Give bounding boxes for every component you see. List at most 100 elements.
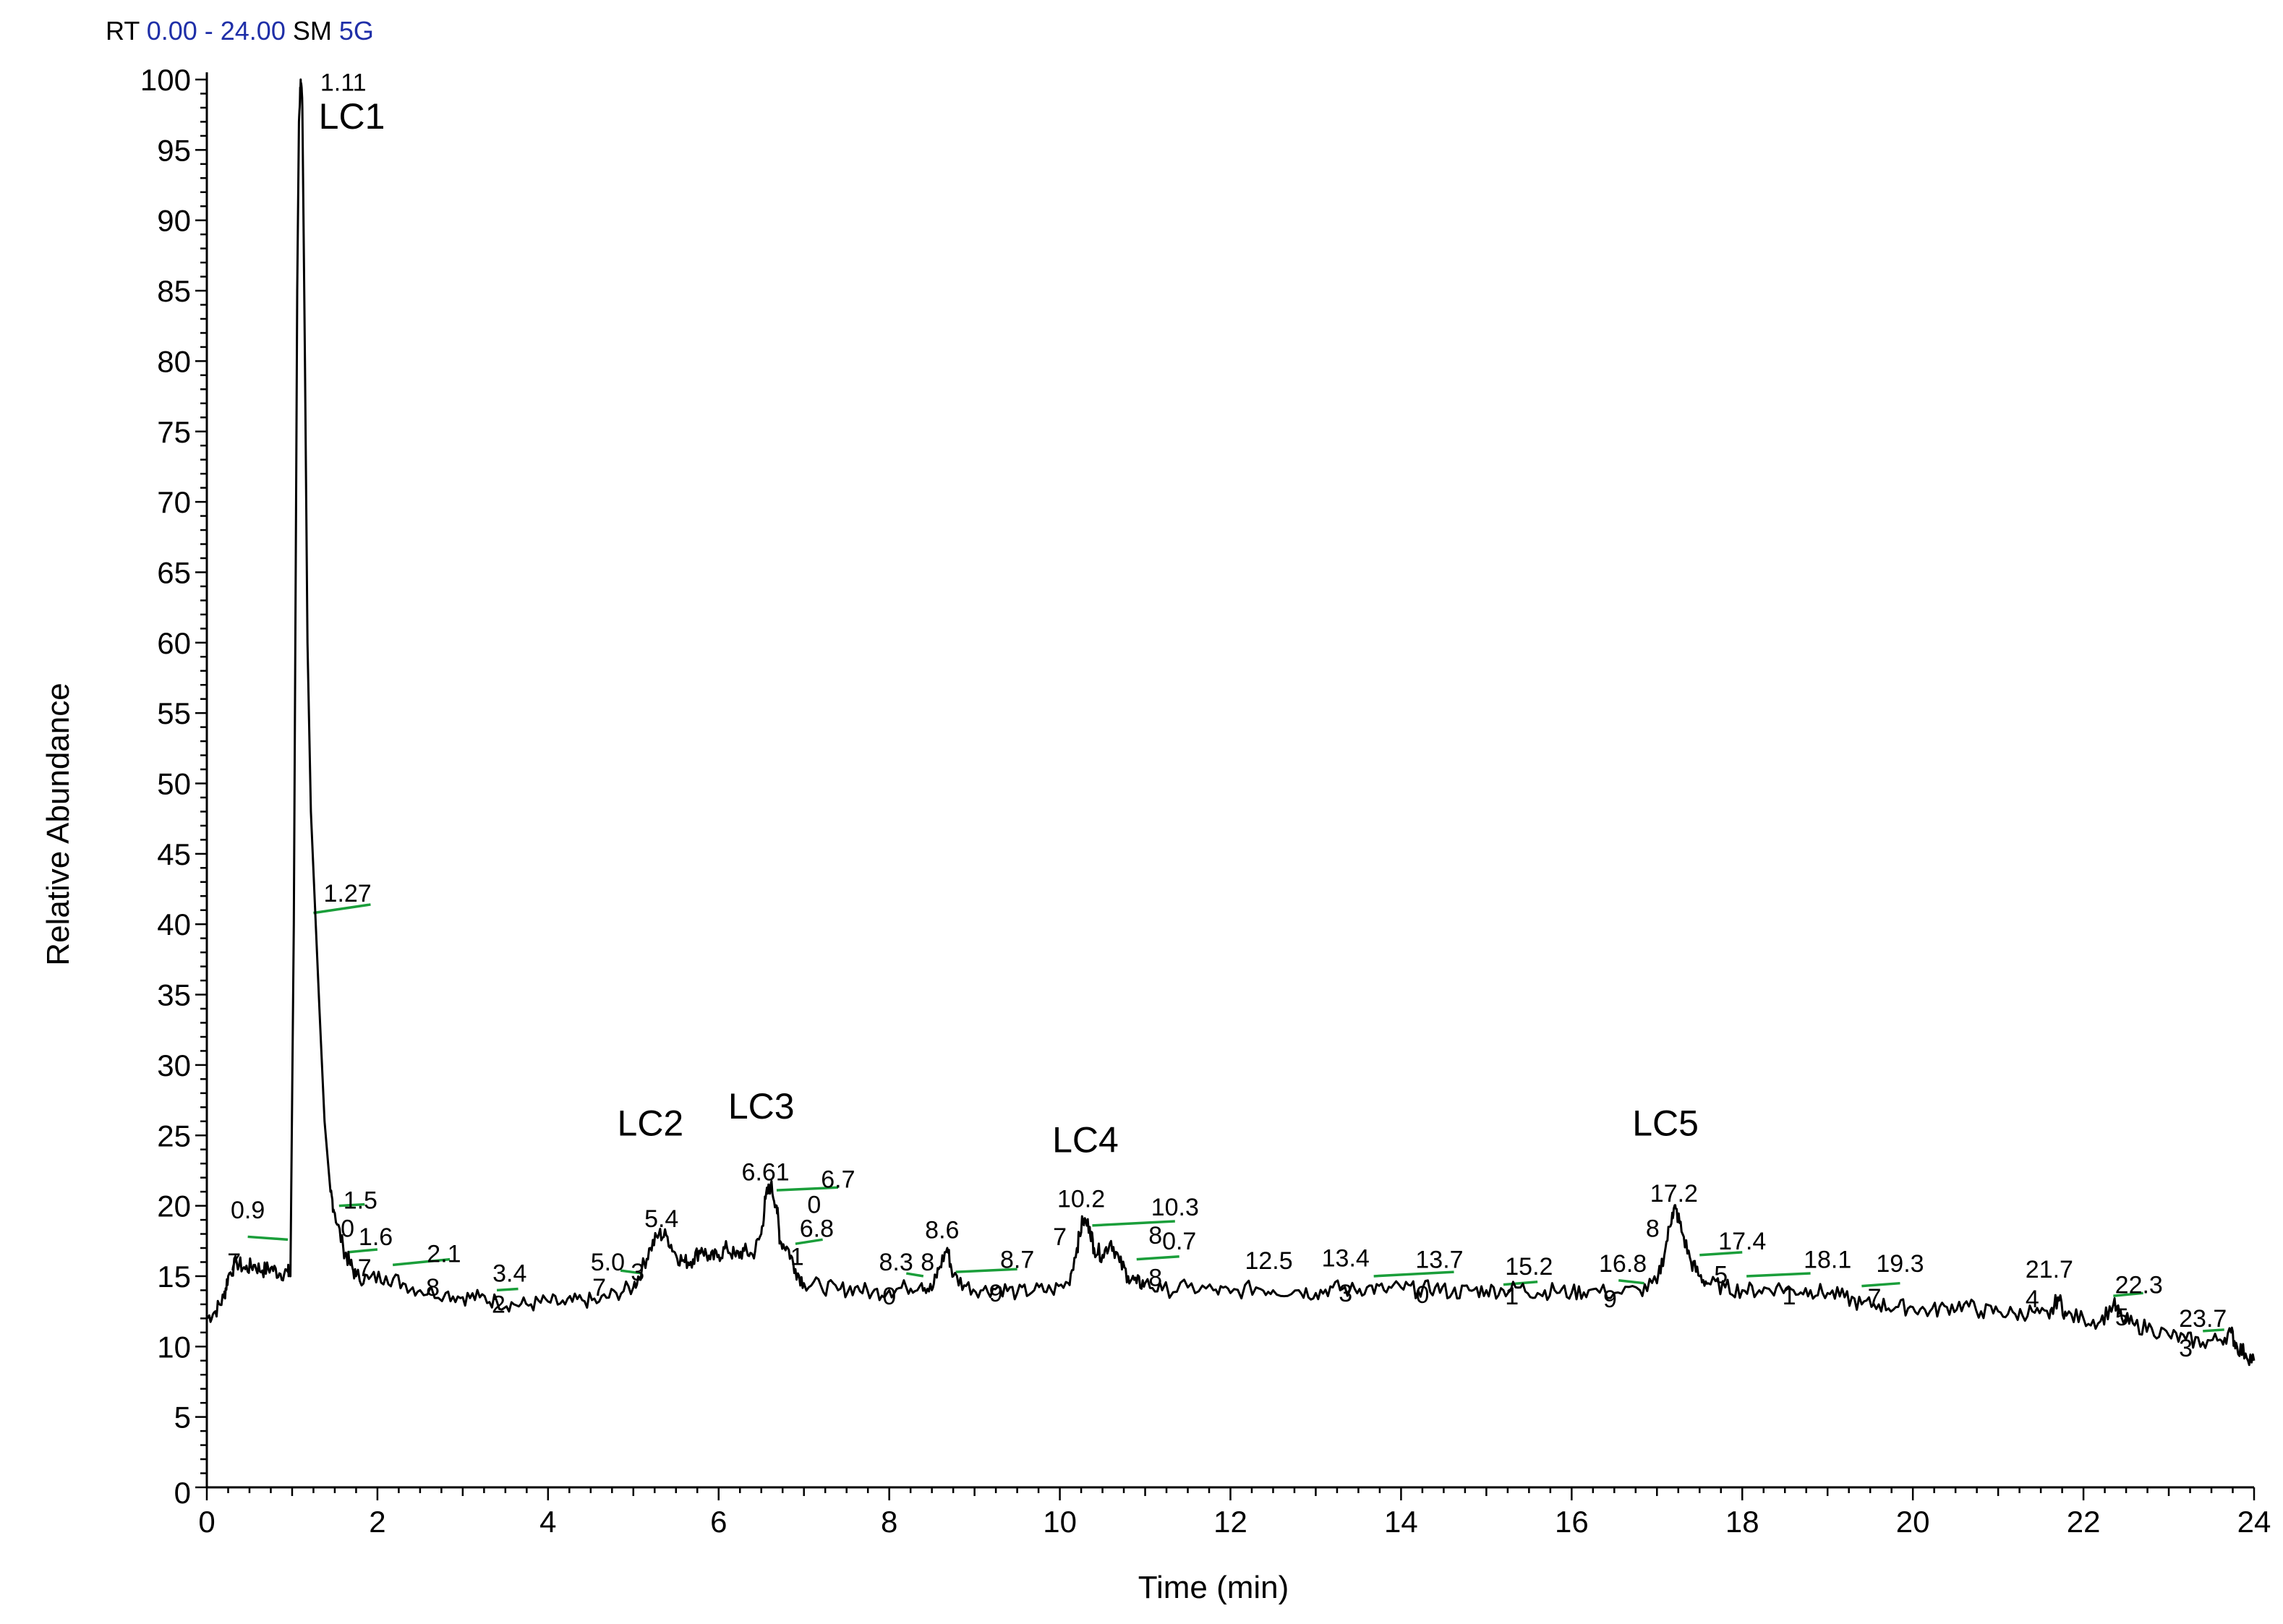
peak-annotation: 17.2	[1650, 1180, 1698, 1208]
peak-annotation: 3.4	[492, 1260, 526, 1288]
peak-annotation: 1.5	[343, 1187, 377, 1214]
baseline-segment	[338, 1202, 365, 1208]
x-tick-label: 20	[1896, 1505, 1930, 1539]
peak-annotation: 21.7	[2026, 1256, 2073, 1283]
peak-annotation: 7	[1868, 1284, 1882, 1312]
peak-annotation: 2.1	[427, 1240, 461, 1268]
baseline-segment	[795, 1238, 823, 1245]
y-tick-label: 90	[157, 204, 191, 238]
peak-annotation: 5.0	[591, 1249, 625, 1276]
y-tick-label: 95	[157, 133, 191, 167]
peak-annotation: 8	[1148, 1222, 1162, 1249]
baseline-segment	[1861, 1281, 1900, 1288]
peak-annotation: 10.2	[1057, 1186, 1105, 1213]
peak-annotation: 12.5	[1245, 1247, 1292, 1275]
chart-header: RT 0.00 - 24.00 SM 5G	[106, 16, 374, 46]
rt-range-value: 0.00 - 24.00	[146, 16, 286, 46]
peak-annotation: 18.1	[1804, 1246, 1851, 1273]
peak-annotation: 7	[358, 1255, 372, 1282]
baseline-segment	[392, 1257, 451, 1267]
x-tick-label: 8	[881, 1505, 897, 1539]
baseline-segment	[1136, 1255, 1179, 1261]
baseline-segment	[1746, 1272, 1811, 1278]
peak-annotation: 9	[1603, 1286, 1617, 1313]
x-tick-label: 18	[1725, 1505, 1759, 1539]
peak-annotation: 6.8	[800, 1215, 834, 1242]
x-tick-label: 10	[1043, 1505, 1077, 1539]
y-tick-label: 5	[174, 1401, 191, 1435]
peak-annotation: 7	[592, 1274, 606, 1302]
peak-annotation: 8.6	[925, 1216, 959, 1244]
peak-annotation: 13.7	[1415, 1246, 1463, 1273]
y-tick-label: 70	[157, 485, 191, 519]
peak-annotation: 3	[1339, 1280, 1352, 1307]
chart-axes: 0510152025303540455055606570758085909510…	[140, 63, 2271, 1539]
y-tick-label: 60	[157, 626, 191, 660]
y-tick-label: 0	[174, 1476, 191, 1510]
peak-annotation: 19.3	[1876, 1250, 1924, 1278]
peak-annotation: 6.7	[821, 1166, 855, 1193]
x-tick-label: 16	[1555, 1505, 1589, 1539]
baseline-segment	[955, 1268, 1017, 1273]
peak-annotation: 0	[341, 1215, 354, 1242]
peak-annotation: 8.3	[879, 1249, 913, 1276]
x-tick-label: 2	[369, 1505, 385, 1539]
baseline-segment	[1699, 1251, 1743, 1257]
x-tick-label: 4	[539, 1505, 556, 1539]
peak-annotation: 3	[631, 1259, 644, 1286]
peak-annotation: 13.4	[1322, 1244, 1370, 1272]
peak-annotation: 10.3	[1151, 1194, 1199, 1221]
peak-annotation: 16.8	[1599, 1250, 1647, 1278]
baseline-segment	[1373, 1270, 1454, 1278]
peak-annotation: 1	[1505, 1283, 1519, 1310]
peak-annotation: 0.9	[231, 1197, 265, 1224]
sm-label: SM	[292, 16, 332, 46]
x-tick-label: 14	[1384, 1505, 1418, 1539]
baseline-segment	[905, 1272, 924, 1278]
peak-annotation: 6.61	[742, 1159, 790, 1187]
peak-annotation: 4	[2026, 1286, 2039, 1313]
x-tick-label: 0	[198, 1505, 215, 1539]
peak-annotation: 7	[227, 1249, 241, 1276]
peak-annotation: 1	[790, 1243, 804, 1270]
x-tick-label: 22	[2067, 1505, 2101, 1539]
x-tick-label: 6	[710, 1505, 727, 1539]
peak-annotation: 8.7	[1000, 1246, 1034, 1273]
x-tick-label: 24	[2237, 1505, 2271, 1539]
peak-annotation: 9	[989, 1280, 1003, 1307]
peak-label-lc4: LC4	[1052, 1120, 1119, 1161]
baseline-segment	[2203, 1328, 2224, 1333]
peak-labels: LC1 LC2 LC3 LC4 LC5	[319, 96, 1699, 1160]
y-tick-label: 25	[157, 1119, 191, 1153]
y-tick-label: 65	[157, 555, 191, 589]
peak-annotation: 0.7	[1162, 1228, 1196, 1255]
baseline-segment	[496, 1287, 519, 1292]
y-tick-label: 75	[157, 415, 191, 449]
y-tick-label: 20	[157, 1189, 191, 1223]
peak-annotation: 1.11	[320, 69, 367, 97]
y-tick-label: 100	[140, 63, 191, 97]
peak-annotation: 15.2	[1505, 1253, 1553, 1281]
y-tick-label: 45	[157, 837, 191, 871]
y-tick-label: 85	[157, 274, 191, 308]
peak-label-lc1: LC1	[319, 96, 385, 137]
baseline-segment	[2113, 1291, 2143, 1297]
peak-label-lc2: LC2	[618, 1103, 684, 1143]
y-tick-label: 50	[157, 767, 191, 801]
peak-annotation: 8	[1148, 1265, 1162, 1292]
y-axis-title: Relative Abundance	[40, 683, 76, 965]
peak-annotation: 7	[1053, 1223, 1067, 1251]
y-tick-label: 15	[157, 1260, 191, 1294]
peak-annotation: 22.3	[2115, 1271, 2163, 1299]
baseline-segment	[1092, 1220, 1175, 1227]
y-tick-label: 35	[157, 978, 191, 1012]
y-tick-label: 30	[157, 1048, 191, 1082]
peak-annotation: 8	[1646, 1215, 1660, 1242]
chromatogram-trace	[206, 78, 2256, 1367]
peak-annotation: 0	[807, 1191, 821, 1218]
peak-annotation: 2	[492, 1291, 505, 1319]
peak-baselines	[247, 903, 2224, 1333]
baseline-segment	[776, 1186, 838, 1192]
baseline-segment	[313, 903, 371, 915]
